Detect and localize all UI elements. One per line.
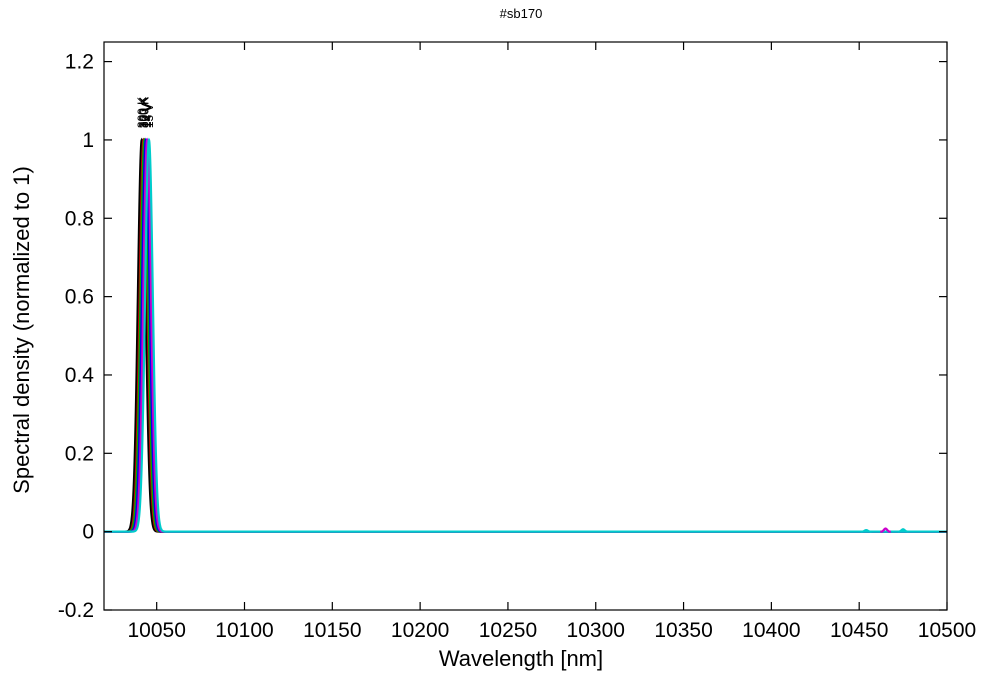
y-tick-label: 0.8 — [65, 207, 94, 230]
y-tick-label: 1 — [82, 129, 94, 152]
y-axis-title: Spectral density (normalized to 1) — [9, 166, 34, 494]
peak-label: 15 V — [142, 103, 156, 128]
side-bump-1 — [860, 528, 872, 533]
series-line-5 — [104, 137, 947, 533]
y-tick-label: 0.2 — [65, 442, 94, 465]
peak-label: 14 V — [140, 103, 154, 128]
chart-title: #sb170 — [500, 6, 543, 21]
x-tick-label: 10500 — [918, 619, 976, 642]
peak-label: 300 K — [137, 97, 151, 128]
y-tick-label: -0.2 — [58, 599, 94, 622]
series-line-4 — [104, 137, 947, 533]
series-line-1 — [104, 137, 947, 533]
y-tick-label: 0 — [82, 521, 94, 544]
peak-label: 300 K — [137, 97, 151, 128]
series-line-3 — [104, 137, 947, 533]
x-tick-label: 10350 — [654, 619, 712, 642]
plot-frame — [103, 41, 948, 611]
x-axis-title: Wavelength [nm] — [439, 646, 603, 671]
x-tick-label: 10400 — [742, 619, 800, 642]
y-axis: -0.2 0 0.2 0.4 0.6 0.8 1 1.2 — [58, 51, 947, 622]
x-axis: 10050 10100 10150 10200 10250 10300 10350 10400… — [127, 42, 976, 642]
peak-label: 12 V — [139, 103, 153, 128]
series-line-2 — [104, 137, 947, 533]
x-tick-label: 10250 — [479, 619, 537, 642]
y-tick-label: 1.2 — [65, 51, 94, 74]
side-bump-3 — [897, 528, 909, 533]
side-bump-2 — [880, 527, 891, 533]
peak-label: 300 K — [135, 97, 149, 128]
plot-area — [104, 137, 947, 533]
x-tick-label: 10450 — [830, 619, 888, 642]
y-tick-label: 0.6 — [65, 286, 94, 309]
x-tick-label: 10300 — [567, 619, 625, 642]
y-tick-label: 0.4 — [65, 364, 95, 387]
x-tick-label: 10100 — [215, 619, 273, 642]
series-line-6 — [104, 137, 947, 533]
x-tick-label: 10050 — [127, 619, 185, 642]
x-tick-label: 10150 — [303, 619, 361, 642]
x-tick-label: 10200 — [391, 619, 449, 642]
